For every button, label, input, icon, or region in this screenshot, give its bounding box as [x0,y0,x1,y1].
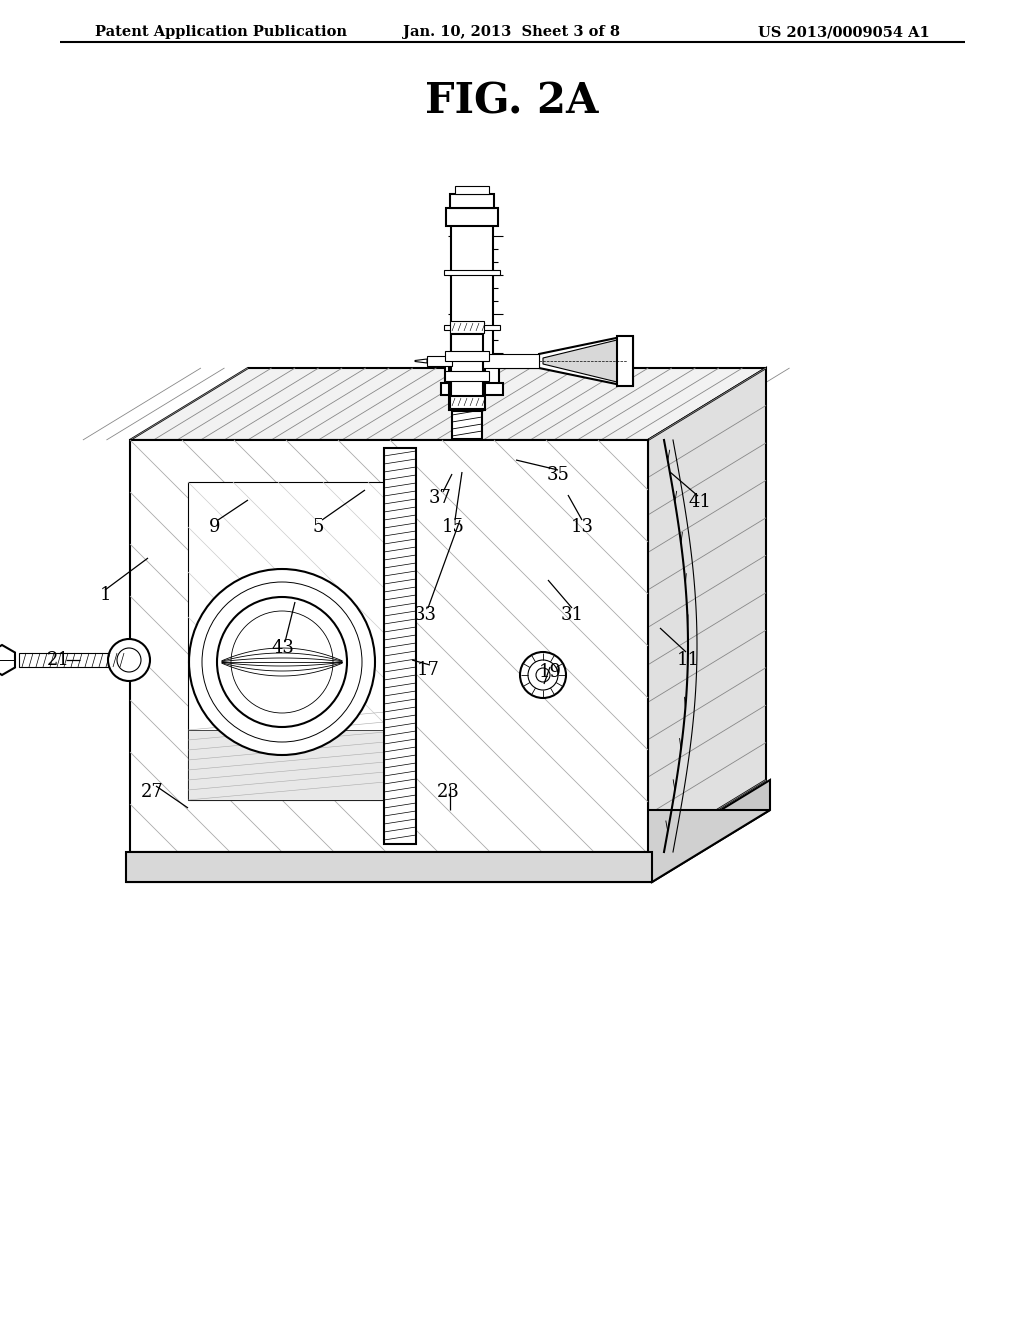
Text: 41: 41 [688,492,712,511]
Text: 19: 19 [539,663,561,681]
Bar [450,194,494,209]
Bar [444,325,500,330]
Bar [445,366,499,385]
Bar [451,334,483,396]
Bar [445,371,489,381]
Polygon shape [415,359,427,363]
Polygon shape [126,810,770,882]
Text: 35: 35 [547,466,569,484]
Text: US 2013/0009054 A1: US 2013/0009054 A1 [758,25,930,40]
Bar [444,271,500,275]
Polygon shape [130,368,766,440]
Text: 33: 33 [414,606,436,624]
Polygon shape [539,337,633,385]
Text: 21: 21 [46,651,70,669]
Circle shape [189,569,375,755]
Bar [446,209,498,226]
Text: Jan. 10, 2013  Sheet 3 of 8: Jan. 10, 2013 Sheet 3 of 8 [403,25,621,40]
Bar [450,396,484,408]
Bar [441,383,503,395]
Text: 1: 1 [99,586,111,605]
Text: 31: 31 [560,606,584,624]
Text: 43: 43 [271,639,295,657]
Text: 11: 11 [677,651,699,669]
Bar [449,368,485,411]
Bar [384,447,416,843]
Bar [445,351,489,360]
Polygon shape [188,482,385,800]
Bar [19,653,127,667]
Bar [451,222,493,366]
Text: 15: 15 [441,517,465,536]
Text: 17: 17 [417,661,439,678]
Polygon shape [543,341,617,381]
Circle shape [520,652,566,698]
Text: 9: 9 [209,517,221,536]
Bar [450,321,484,333]
Circle shape [528,660,558,690]
Polygon shape [652,780,770,882]
Bar [452,411,482,440]
Bar [126,851,652,882]
Circle shape [108,639,150,681]
Circle shape [536,668,550,682]
Text: FIG. 2A: FIG. 2A [425,81,599,121]
Bar [427,356,452,366]
Text: 37: 37 [429,488,452,507]
Text: 23: 23 [436,783,460,801]
Circle shape [217,597,347,727]
Polygon shape [130,440,648,851]
Polygon shape [648,368,766,851]
Bar [483,354,539,368]
Polygon shape [0,645,15,675]
Text: 5: 5 [312,517,324,536]
Bar [188,730,385,800]
Text: 27: 27 [140,783,164,801]
Bar [617,337,633,385]
Text: Patent Application Publication: Patent Application Publication [95,25,347,40]
Text: 13: 13 [570,517,594,536]
Bar [455,186,489,194]
